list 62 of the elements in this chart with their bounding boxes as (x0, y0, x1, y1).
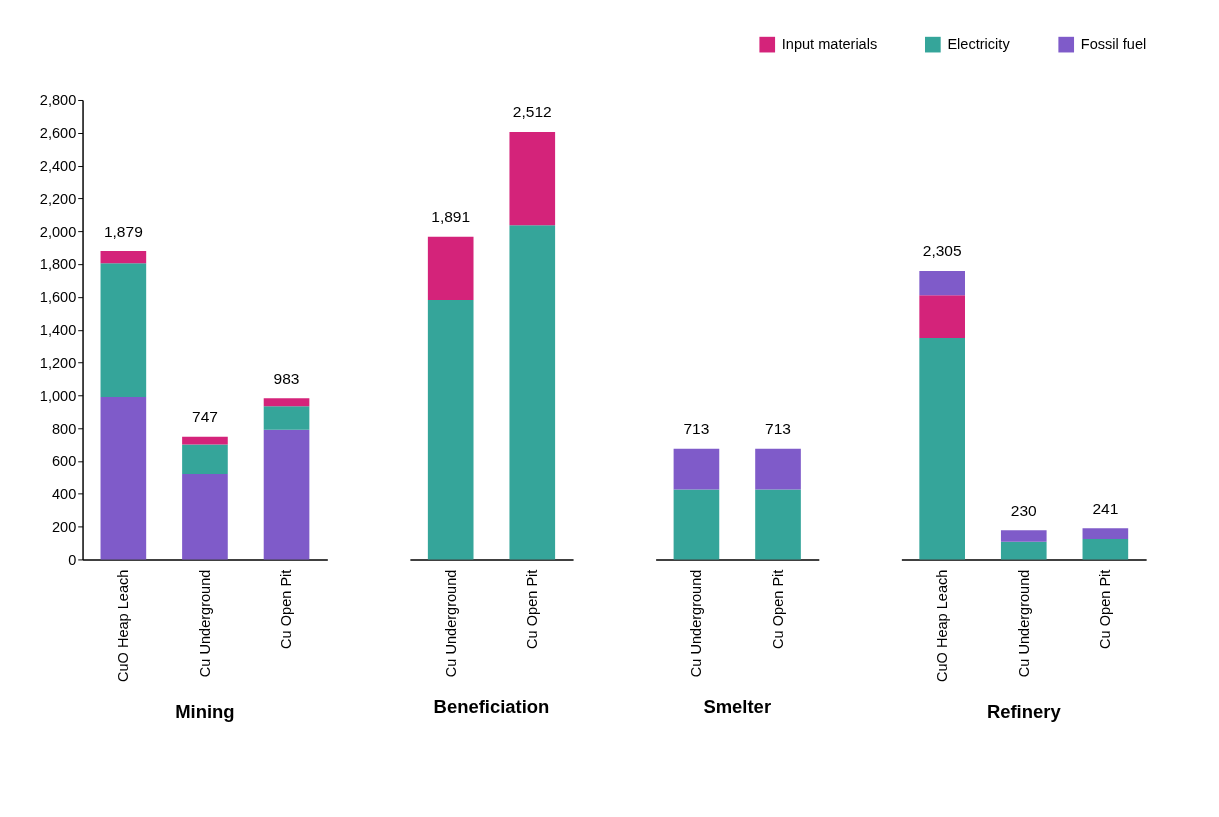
y-tick-label: 2,000 (39, 223, 77, 240)
legend-label: Input materials (781, 36, 878, 53)
bar (509, 132, 556, 226)
bar (1000, 541, 1047, 560)
annotation: 2,305 (922, 242, 962, 260)
bar (182, 474, 228, 560)
y-tick-label: 1,400 (39, 322, 77, 339)
y-tick-label: 800 (51, 420, 77, 437)
bar (182, 436, 228, 445)
y-tick-label: 200 (51, 518, 77, 535)
text: Refinery (986, 700, 1062, 722)
y-tick-label: 1,000 (39, 387, 77, 404)
annotation: 241 (1092, 499, 1119, 517)
x-tick-label: CuO Heap Leach (934, 569, 951, 683)
bar (427, 300, 474, 560)
bar (919, 337, 965, 560)
bar (263, 398, 310, 407)
y-tick-label: 1,600 (39, 289, 77, 306)
annotation: 2,512 (512, 103, 552, 121)
x-tick-label: Cu Underground (688, 569, 705, 678)
annotation: 713 (683, 420, 710, 438)
x-tick-label: Cu Underground (1015, 569, 1032, 678)
annotation: 1,891 (431, 208, 471, 226)
x-tick-label: Cu Open Pit (1097, 569, 1114, 649)
y-tick-label: 2,400 (39, 157, 77, 174)
y-tick-label: 1,800 (39, 256, 77, 273)
bar (509, 225, 556, 560)
annotation: 230 (1010, 501, 1038, 519)
y-tick-label: 0 (68, 551, 77, 568)
text: Smelter (703, 695, 772, 717)
x-tick-label: Cu Underground (196, 569, 213, 678)
bar (263, 406, 310, 430)
bar (263, 429, 310, 560)
bar (1082, 528, 1129, 539)
legend-label: Fossil fuel (1080, 36, 1147, 53)
bar (1000, 530, 1047, 542)
y-tick-label: 2,800 (39, 92, 77, 109)
x-tick-label: CuO Heap Leach (115, 569, 132, 683)
text: Beneficiation (433, 695, 550, 717)
legend-label: Electricity (947, 36, 1011, 53)
total-label: 747 (191, 408, 218, 426)
y-tick-label: 1,200 (39, 354, 77, 371)
bar (100, 251, 147, 264)
bar (182, 444, 228, 475)
total-label: 983 (273, 369, 300, 387)
text: Mining (175, 700, 235, 722)
x-tick-label: Cu Open Pit (769, 569, 786, 649)
bar (100, 263, 147, 397)
x-tick-label: Cu Underground (442, 569, 459, 678)
bar (427, 236, 474, 301)
bar (919, 295, 965, 338)
y-tick-label: 2,600 (39, 125, 77, 142)
annotation: 713 (765, 420, 791, 438)
total-label: 1,879 (103, 222, 143, 240)
y-tick-label: 400 (51, 486, 77, 503)
y-tick-label: 600 (51, 453, 77, 470)
x-tick-label: Cu Open Pit (278, 569, 295, 649)
bar (1082, 538, 1129, 560)
x-tick-label: Cu Open Pit (524, 569, 541, 649)
bar (919, 270, 965, 296)
y-tick-label: 2,200 (39, 190, 77, 207)
bar (100, 396, 147, 560)
